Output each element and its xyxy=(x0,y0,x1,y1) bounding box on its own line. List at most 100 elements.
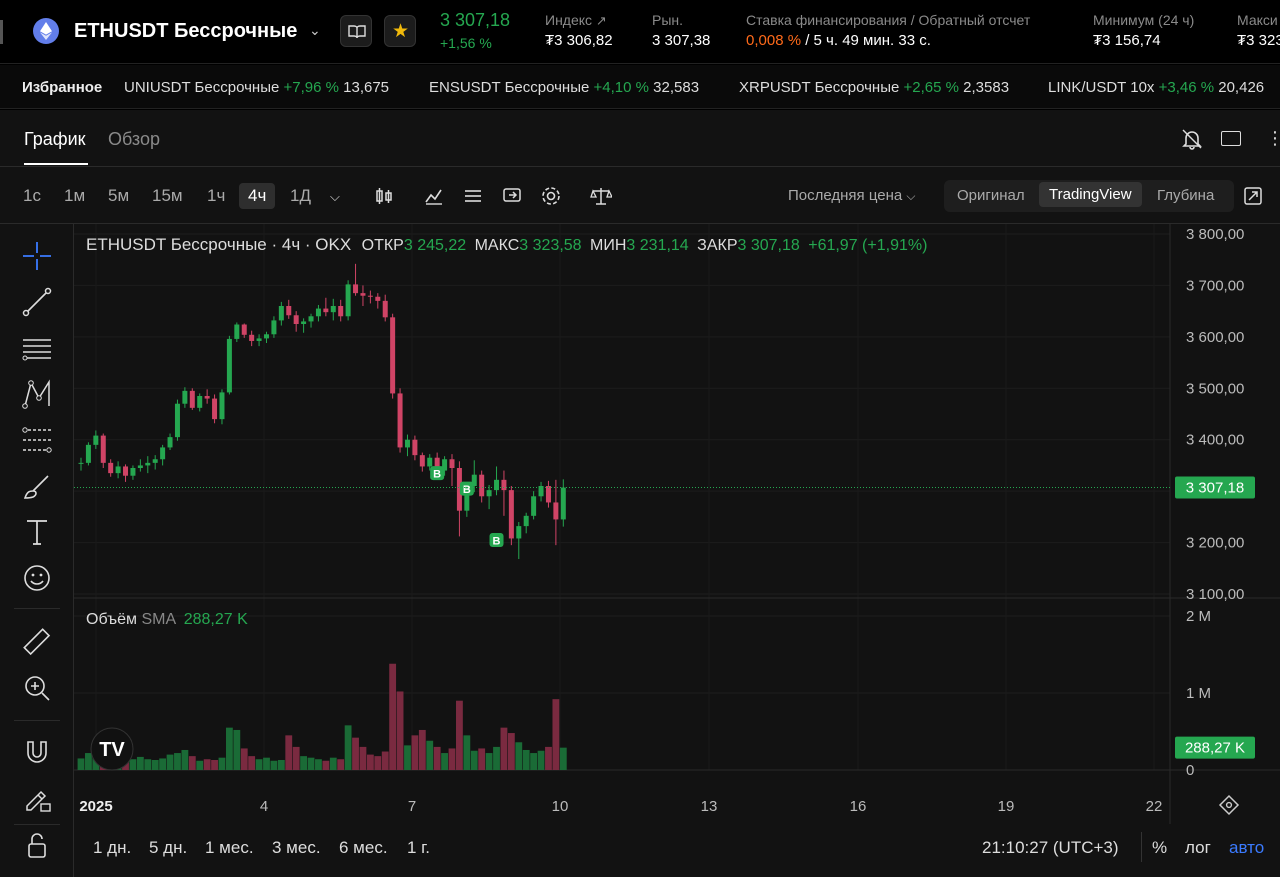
tf-1m[interactable]: 1м xyxy=(64,186,86,205)
view-depth[interactable]: Глубина xyxy=(1157,187,1215,204)
indicators-icon[interactable] xyxy=(424,186,444,206)
candle-body xyxy=(212,398,218,420)
parallel-lines-icon[interactable] xyxy=(21,332,53,364)
volume-bar xyxy=(352,737,359,770)
candle-body xyxy=(404,439,410,448)
auto-scale-toggle[interactable]: авто xyxy=(1229,838,1265,857)
ruler-icon[interactable] xyxy=(21,626,53,658)
tf-more-chevron-icon[interactable]: ⌵ xyxy=(330,189,340,204)
tf-1s[interactable]: 1с xyxy=(23,186,41,205)
top-bar: ETHUSDT Бессрочные ⌄ ★ 3 307,18 +1,56 % … xyxy=(0,0,1280,64)
tabs-divider xyxy=(0,166,1280,167)
price-tick-label: 3 700,00 xyxy=(1186,277,1244,294)
magnet-icon[interactable] xyxy=(21,736,53,768)
tab-chart[interactable]: График xyxy=(24,129,86,149)
candles-icon[interactable] xyxy=(374,186,394,206)
view-tradingview[interactable]: TradingView xyxy=(1039,182,1142,207)
chevron-down-icon[interactable]: ⌄ xyxy=(309,22,321,38)
range-5d[interactable]: 5 дн. xyxy=(149,838,188,857)
tf-1h[interactable]: 1ч xyxy=(207,186,226,205)
tf-5m[interactable]: 5м xyxy=(108,186,130,205)
pair-title[interactable]: ETHUSDT Бессрочные xyxy=(74,20,298,42)
list-icon[interactable] xyxy=(463,186,483,206)
candle-body xyxy=(553,502,559,520)
price-axis: 3 800,00 3 700,00 3 600,00 3 500,00 3 400,00… xyxy=(1186,226,1244,603)
candle-body xyxy=(123,466,129,476)
buy-marker-label: B xyxy=(493,536,501,548)
volume-bar xyxy=(285,735,293,770)
fav-item-uni[interactable]: UNIUSDT Бессрочные +7,96 % 13,675 xyxy=(124,79,390,96)
tf-1d[interactable]: 1Д xyxy=(290,186,311,205)
trend-line-icon[interactable] xyxy=(21,286,53,318)
volume-bar xyxy=(77,758,85,770)
price-tick-label: 3 200,00 xyxy=(1186,535,1244,552)
brush-icon[interactable] xyxy=(21,470,53,502)
zoom-in-icon[interactable] xyxy=(21,672,53,704)
price-chart[interactable]: B B B 3 800,00 3 700,00 3 600,00 3 500,00 3 40… xyxy=(74,224,1280,824)
range-6m[interactable]: 6 мес. xyxy=(339,838,388,857)
volume-bar xyxy=(493,746,500,770)
tf-4h[interactable]: 4ч xyxy=(239,183,276,209)
expand-icon[interactable] xyxy=(1243,186,1263,206)
gear-icon[interactable] xyxy=(540,185,562,207)
book-button[interactable] xyxy=(340,15,372,47)
candle-body xyxy=(241,324,247,335)
emoji-icon[interactable] xyxy=(21,562,53,594)
candle-body xyxy=(115,466,121,474)
favorite-button[interactable]: ★ xyxy=(384,15,416,47)
candle-body xyxy=(293,315,299,324)
fib-icon[interactable] xyxy=(21,424,53,456)
log-scale-toggle[interactable]: лог xyxy=(1185,838,1211,857)
volume-bar xyxy=(85,753,92,770)
clock[interactable]: 21:10:27 (UTC+3) xyxy=(982,838,1119,857)
range-3m[interactable]: 3 мес. xyxy=(272,838,321,857)
range-1d[interactable]: 1 дн. xyxy=(93,838,132,857)
fav-item-ens[interactable]: ENSUSDT Бессрочные +4,10 % 32,583 xyxy=(429,79,700,96)
crosshair-icon[interactable] xyxy=(21,240,53,272)
volume-bar xyxy=(537,750,545,770)
time-tick-label: 22 xyxy=(1146,798,1163,815)
candle-body xyxy=(375,296,381,301)
buy-marker-label: B xyxy=(463,484,471,496)
candle-body xyxy=(516,526,522,539)
ethereum-icon xyxy=(33,18,59,44)
volume-bar xyxy=(196,760,204,770)
time-tick-label: 10 xyxy=(552,798,569,815)
tab-overview[interactable]: Обзор xyxy=(108,129,160,149)
candle-body xyxy=(301,321,307,324)
volume-bar xyxy=(263,757,270,770)
volume-bar xyxy=(404,745,411,770)
lock-drawings-icon[interactable] xyxy=(21,782,53,814)
range-1y[interactable]: 1 г. xyxy=(407,838,431,857)
window-icon[interactable] xyxy=(1221,131,1241,146)
fav-item-link[interactable]: LINK/USDT 10x +3,46 % 20,426 xyxy=(1048,79,1265,96)
tf-15m[interactable]: 15м xyxy=(152,186,183,205)
percent-scale-toggle[interactable]: % xyxy=(1152,838,1168,857)
fav-item-xrp[interactable]: XRPUSDT Бессрочные +2,65 % 2,3583 xyxy=(739,79,1010,96)
range-1m[interactable]: 1 мес. xyxy=(205,838,254,857)
buy-marker-label: B xyxy=(433,469,441,481)
alert-bell-icon[interactable] xyxy=(1181,128,1203,155)
candle-body xyxy=(560,487,566,520)
volume-tag xyxy=(1175,736,1255,759)
pattern-icon[interactable] xyxy=(21,378,53,410)
price-type-select[interactable]: Последняя цена ⌵ xyxy=(788,187,916,204)
candle-body xyxy=(531,496,537,516)
candle-body xyxy=(256,338,262,341)
volume-bar xyxy=(448,748,456,770)
last-price: 3 307,18 xyxy=(440,10,511,30)
price-tick-label: 3 100,00 xyxy=(1186,586,1244,603)
volume-bar xyxy=(322,760,330,770)
replay-icon[interactable] xyxy=(502,186,522,206)
view-original[interactable]: Оригинал xyxy=(957,187,1025,204)
favorites-bar: Избранное UNIUSDT Бессрочные +7,96 % 13,… xyxy=(0,65,1280,109)
time-axis: 2025 4 7 10 13 16 19 22 xyxy=(79,798,1162,815)
text-tool-icon[interactable] xyxy=(21,516,53,548)
candle-body xyxy=(501,479,507,491)
buy-marker xyxy=(430,466,445,481)
volume-bar xyxy=(396,691,404,770)
scales-icon[interactable] xyxy=(590,185,612,207)
unlock-icon[interactable] xyxy=(21,830,53,862)
candle-body xyxy=(442,459,448,471)
more-vertical-icon[interactable]: ⋮ xyxy=(1266,128,1280,148)
